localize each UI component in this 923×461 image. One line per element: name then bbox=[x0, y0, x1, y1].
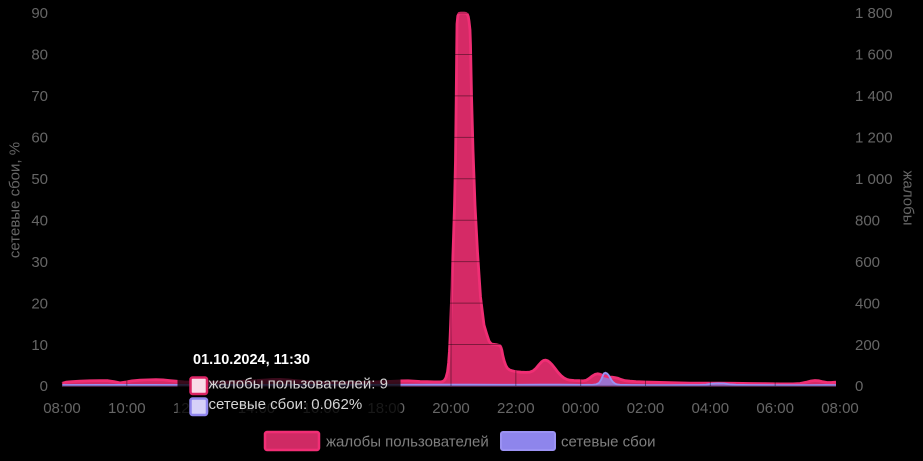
svg-text:жалобы: жалобы bbox=[900, 170, 917, 225]
svg-text:400: 400 bbox=[855, 295, 880, 312]
svg-text:22:00: 22:00 bbox=[497, 400, 535, 417]
svg-text:04:00: 04:00 bbox=[692, 400, 730, 417]
svg-text:200: 200 bbox=[855, 337, 880, 354]
svg-text:60: 60 bbox=[31, 130, 48, 147]
svg-text:1 000: 1 000 bbox=[855, 171, 893, 188]
svg-text:0: 0 bbox=[855, 378, 863, 395]
svg-text:10:00: 10:00 bbox=[108, 400, 146, 417]
svg-text:1 600: 1 600 bbox=[855, 47, 893, 64]
svg-text:20: 20 bbox=[31, 295, 48, 312]
svg-text:01.10.2024, 11:30: 01.10.2024, 11:30 bbox=[193, 352, 310, 368]
svg-text:жалобы пользователей: жалобы пользователей bbox=[326, 434, 489, 451]
svg-text:30: 30 bbox=[31, 254, 48, 271]
svg-text:0: 0 bbox=[40, 378, 48, 395]
svg-text:800: 800 bbox=[855, 212, 880, 229]
svg-text:50: 50 bbox=[31, 171, 48, 188]
svg-text:сетевые сбои: 0.062%: сетевые сбои: 0.062% bbox=[209, 396, 363, 413]
svg-text:сетевые сбои: сетевые сбои bbox=[561, 434, 655, 451]
svg-text:06:00: 06:00 bbox=[756, 400, 794, 417]
svg-text:1 800: 1 800 bbox=[855, 5, 893, 22]
svg-text:1 400: 1 400 bbox=[855, 88, 893, 105]
svg-text:02:00: 02:00 bbox=[627, 400, 665, 417]
svg-text:08:00: 08:00 bbox=[821, 400, 859, 417]
svg-text:сетевые сбои, %: сетевые сбои, % bbox=[7, 142, 24, 258]
svg-text:40: 40 bbox=[31, 212, 48, 229]
svg-text:08:00: 08:00 bbox=[43, 400, 81, 417]
svg-text:70: 70 bbox=[31, 88, 48, 105]
svg-text:1 200: 1 200 bbox=[855, 130, 893, 147]
svg-text:20:00: 20:00 bbox=[432, 400, 470, 417]
svg-text:10: 10 bbox=[31, 337, 48, 354]
svg-text:90: 90 bbox=[31, 5, 48, 22]
svg-text:00:00: 00:00 bbox=[562, 400, 600, 417]
svg-text:80: 80 bbox=[31, 47, 48, 64]
svg-text:600: 600 bbox=[855, 254, 880, 271]
svg-text:жалобы пользователей: 9: жалобы пользователей: 9 bbox=[209, 376, 388, 393]
